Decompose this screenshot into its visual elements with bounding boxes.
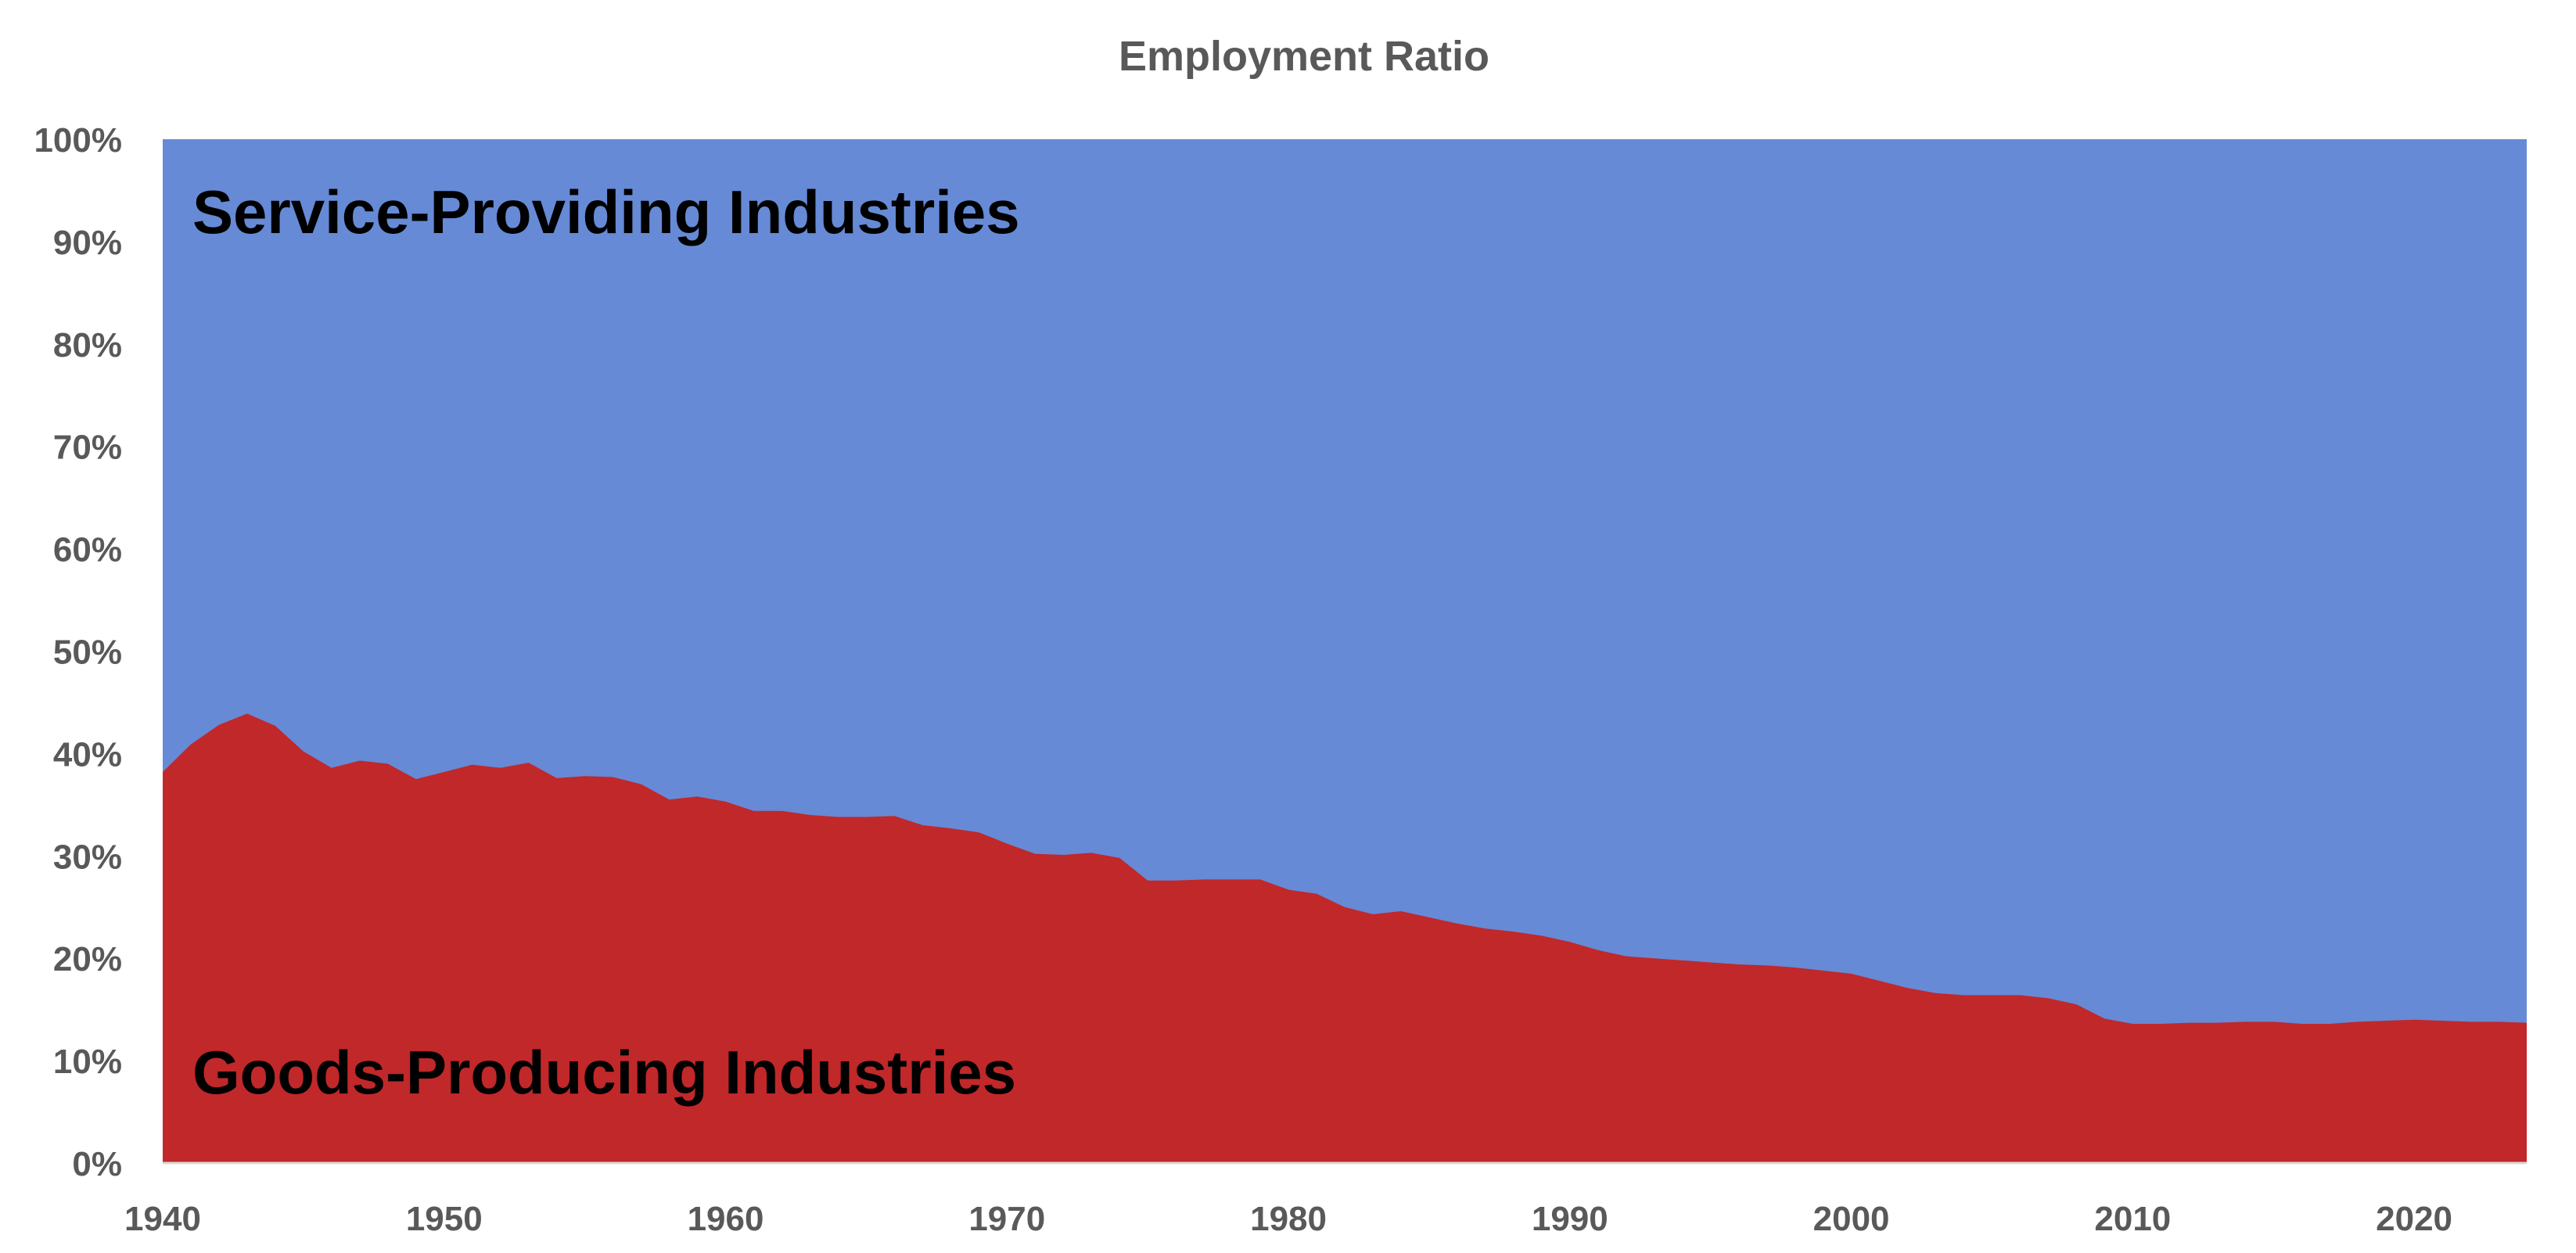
x-tick-label: 1940 [124, 1200, 201, 1238]
x-tick-label: 2000 [1813, 1200, 1890, 1238]
x-tick-label: 2010 [2094, 1200, 2171, 1238]
y-tick-label: 70% [53, 429, 122, 467]
y-tick-label: 40% [53, 735, 122, 774]
y-tick-label: 80% [53, 326, 122, 364]
y-tick-label: 10% [53, 1043, 122, 1081]
y-tick-label: 90% [53, 224, 122, 262]
y-tick-label: 60% [53, 531, 122, 569]
x-tick-label: 1990 [1532, 1200, 1608, 1238]
x-tick-label: 1980 [1250, 1200, 1327, 1238]
y-tick-label: 50% [53, 634, 122, 672]
x-axis: 1940 1950 1960 1970 1980 1990 2000 2010 2020 [124, 1200, 2452, 1238]
goods-producing-area [163, 713, 2527, 1163]
x-tick-label: 1970 [968, 1200, 1045, 1238]
y-tick-label: 100% [34, 121, 122, 160]
service-providing-label: Service-Providing Industries [192, 178, 1020, 246]
x-tick-label: 1950 [406, 1200, 483, 1238]
goods-producing-label: Goods-Producing Industries [192, 1038, 1016, 1107]
y-tick-label: 20% [53, 940, 122, 978]
y-tick-label: 0% [72, 1145, 122, 1183]
x-tick-label: 2020 [2376, 1200, 2452, 1238]
chart-title: Employment Ratio [1119, 33, 1489, 80]
y-tick-label: 30% [53, 838, 122, 876]
x-tick-label: 1960 [688, 1200, 764, 1238]
y-axis: 0% 10% 20% 30% 40% 50% 60% 70% 80% 90% 100% [34, 121, 122, 1183]
